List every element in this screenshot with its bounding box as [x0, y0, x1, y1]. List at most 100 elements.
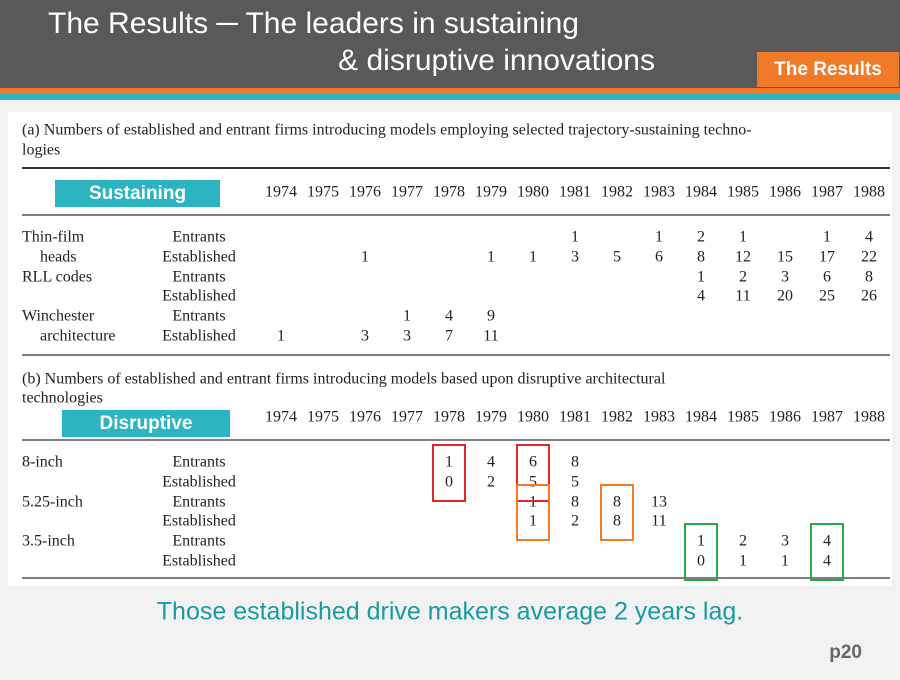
year: 1975 — [307, 409, 339, 426]
row-type: Established — [162, 474, 236, 491]
year: 1977 — [391, 184, 423, 201]
cell: 4 — [697, 288, 705, 305]
row-type: Entrants — [172, 308, 225, 325]
cell: 7 — [445, 328, 453, 345]
cell: 5 — [529, 474, 537, 491]
cell: 2 — [487, 474, 495, 491]
year: 1988 — [853, 184, 885, 201]
year: 1980 — [517, 409, 549, 426]
row-type: Established — [162, 328, 236, 345]
header-rule-orange — [0, 88, 900, 94]
cell: 8 — [613, 513, 621, 530]
cell: 12 — [735, 249, 751, 266]
highlight-box — [810, 523, 844, 581]
row-type: Established — [162, 513, 236, 530]
row-type: Entrants — [172, 229, 225, 246]
badge — [757, 52, 899, 87]
year: 1976 — [349, 184, 381, 201]
header-bar — [0, 0, 900, 88]
year: 1979 — [475, 184, 507, 201]
cell: 5 — [571, 474, 579, 491]
cell: 3 — [571, 249, 579, 266]
year: 1986 — [769, 184, 801, 201]
row-label: 3.5-inch — [22, 533, 75, 550]
year: 1987 — [811, 184, 843, 201]
cell: 8 — [571, 454, 579, 471]
cell: 2 — [571, 513, 579, 530]
cell: 11 — [735, 288, 750, 305]
year: 1982 — [601, 409, 633, 426]
year: 1986 — [769, 409, 801, 426]
cell: 22 — [861, 249, 877, 266]
row-type: Entrants — [172, 269, 225, 286]
tag-box — [55, 180, 220, 207]
cell: 4 — [445, 308, 453, 325]
tag-box — [62, 410, 230, 437]
cell: 1 — [739, 229, 747, 246]
highlight-box — [684, 523, 718, 581]
cell: 4 — [487, 454, 495, 471]
cell: 1 — [823, 229, 831, 246]
year: 1983 — [643, 184, 675, 201]
cell: 9 — [487, 308, 495, 325]
cell: 25 — [819, 288, 835, 305]
row-type: Established — [162, 288, 236, 305]
row-type: Established — [162, 249, 236, 266]
row-type: Established — [162, 553, 236, 570]
row-label: architecture — [40, 328, 116, 345]
tag-label: Sustaining — [89, 183, 186, 204]
cell: 13 — [651, 494, 667, 511]
row-type: Entrants — [172, 494, 225, 511]
cell: 1 — [277, 328, 285, 345]
cell: 1 — [571, 229, 579, 246]
year: 1985 — [727, 409, 759, 426]
cell: 11 — [483, 328, 498, 345]
year: 1975 — [307, 184, 339, 201]
caption: (b) Numbers of established and entrant f… — [22, 371, 666, 388]
footer-note: Those established drive makers average 2… — [157, 598, 743, 626]
year: 1987 — [811, 409, 843, 426]
year: 1974 — [265, 184, 297, 201]
row-label: heads — [40, 249, 76, 266]
caption: logies — [22, 142, 60, 159]
cell: 20 — [777, 288, 793, 305]
cell: 1 — [781, 553, 789, 570]
cell: 11 — [651, 513, 666, 530]
cell: 1 — [445, 454, 453, 471]
cell: 6 — [823, 269, 831, 286]
cell: 6 — [655, 249, 663, 266]
header-rule-teal — [0, 94, 900, 100]
cell: 4 — [865, 229, 873, 246]
year: 1982 — [601, 184, 633, 201]
year: 1985 — [727, 184, 759, 201]
row-label: RLL codes — [22, 269, 92, 286]
title-line: & disruptive innovations — [338, 44, 655, 77]
cell: 2 — [739, 269, 747, 286]
year: 1978 — [433, 409, 465, 426]
tag-label: Disruptive — [100, 413, 193, 434]
cell: 6 — [529, 454, 537, 471]
year: 1983 — [643, 409, 675, 426]
year: 1979 — [475, 409, 507, 426]
cell: 1 — [697, 269, 705, 286]
year: 1974 — [265, 409, 297, 426]
year: 1988 — [853, 409, 885, 426]
cell: 1 — [529, 494, 537, 511]
year: 1980 — [517, 184, 549, 201]
cell: 8 — [697, 249, 705, 266]
badge-text: The Results — [774, 59, 882, 80]
year: 1981 — [559, 409, 591, 426]
row-type: Entrants — [172, 454, 225, 471]
cell: 8 — [571, 494, 579, 511]
cell: 1 — [739, 553, 747, 570]
cell: 8 — [613, 494, 621, 511]
cell: 1 — [487, 249, 495, 266]
cell: 2 — [739, 533, 747, 550]
year: 1977 — [391, 409, 423, 426]
year: 1978 — [433, 184, 465, 201]
cell: 1 — [529, 249, 537, 266]
highlight-box — [516, 484, 550, 541]
cell: 15 — [777, 249, 793, 266]
cell: 1 — [529, 513, 537, 530]
